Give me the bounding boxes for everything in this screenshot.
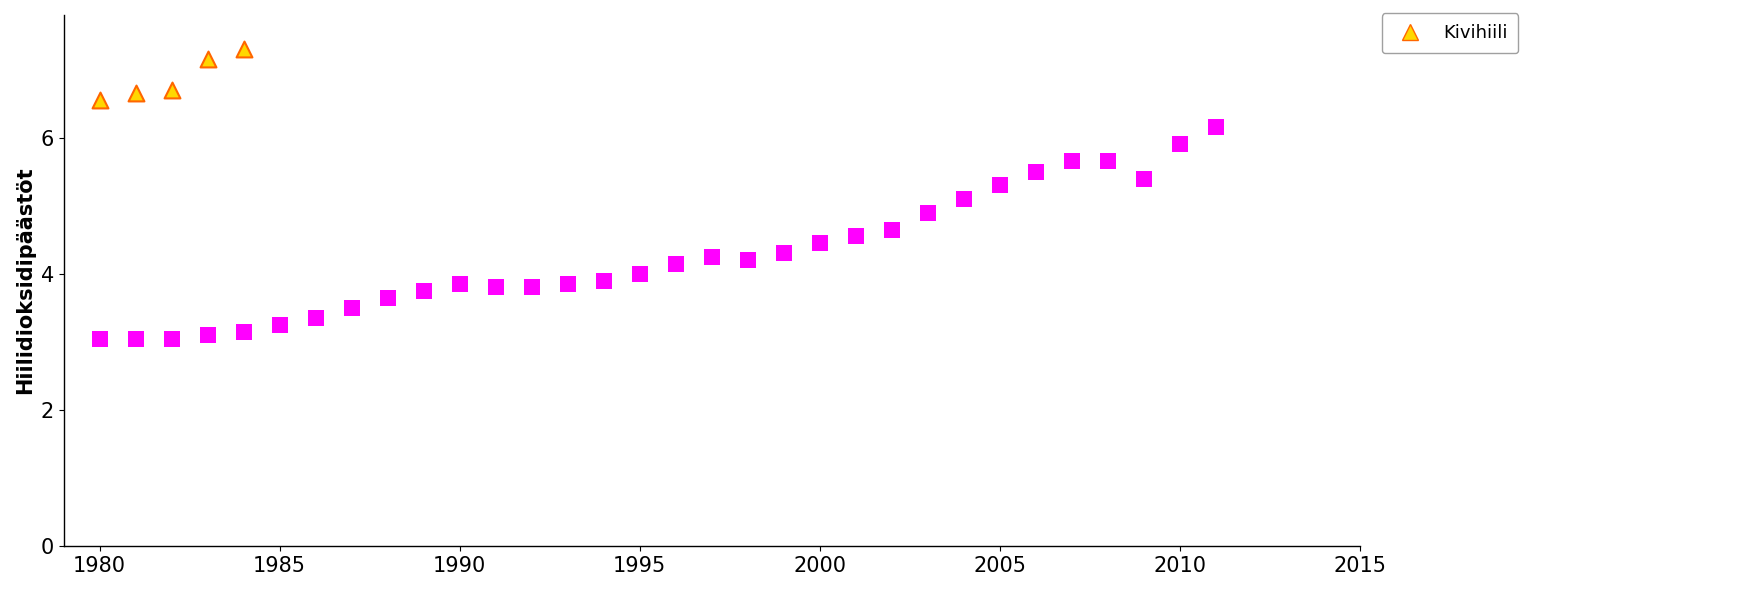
Point [662,259,690,268]
Point [734,255,762,265]
Point [265,320,293,330]
Point [913,208,941,217]
Legend: Kivihiili: Kivihiili [1382,14,1518,53]
Point [122,89,150,98]
Point [1129,174,1157,183]
Point [481,282,509,292]
Point [770,249,798,258]
Point [589,276,617,285]
Point [373,293,401,303]
Point [230,327,258,336]
Point [157,334,185,343]
Point [193,54,221,64]
Point [1201,123,1229,132]
Point [842,232,870,241]
Point [157,85,185,95]
Point [193,330,221,340]
Point [554,280,582,289]
Point [1166,139,1194,149]
Point [338,303,366,313]
Y-axis label: Hiilidioksidipäästöt: Hiilidioksidipäästöt [16,167,35,394]
Point [410,286,437,296]
Point [1058,157,1086,166]
Point [805,239,833,248]
Point [122,334,150,343]
Point [230,44,258,54]
Point [85,334,113,343]
Point [697,252,725,262]
Point [985,181,1013,190]
Point [446,280,474,289]
Point [1093,157,1121,166]
Point [626,269,654,278]
Point [85,96,113,105]
Point [518,282,546,292]
Point [878,225,906,234]
Point [950,194,978,204]
Point [1021,167,1049,177]
Point [302,313,329,323]
